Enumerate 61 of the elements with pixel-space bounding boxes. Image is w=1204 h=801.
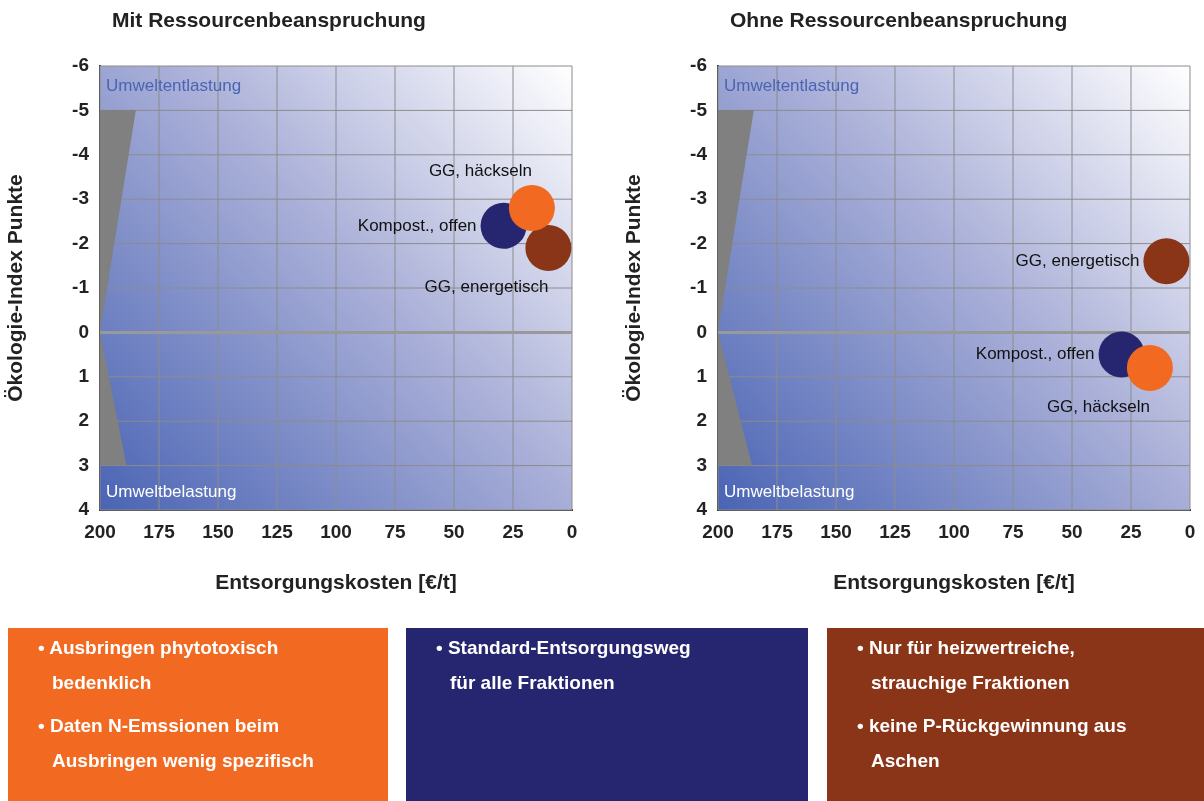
- y-tick-label: -5: [690, 98, 708, 120]
- x-tick-label: 100: [938, 520, 970, 542]
- y-tick-label: -6: [72, 54, 89, 76]
- x-tick-label: 50: [1061, 520, 1083, 542]
- text: • Ausbringen phytotoxisch bedenklich: [38, 636, 280, 695]
- y-tick-label: -4: [690, 143, 708, 165]
- annotation: Umweltentlastung: [724, 75, 860, 95]
- x-tick-label: 175: [143, 520, 176, 542]
- series-label: GG, häckseln: [428, 160, 532, 180]
- y-tick-label: 1: [78, 365, 90, 387]
- text: • keine P-Rückgewinnung aus Aschen: [857, 714, 1128, 773]
- x-tick-label: 0: [1184, 520, 1196, 542]
- series-label: GG, energetisch: [1015, 251, 1140, 271]
- y-tick-label: -1: [690, 276, 708, 298]
- y-tick-label: 2: [78, 409, 89, 431]
- x-axis-title: Entsorgungskosten [€/t]: [833, 570, 1075, 594]
- x-tick-label: 125: [879, 520, 912, 542]
- y-tick-label: -5: [72, 98, 90, 120]
- series-label: GG, häckseln: [1046, 396, 1150, 416]
- y-tick-label: 1: [696, 365, 708, 387]
- x-tick-label: 75: [1002, 520, 1024, 542]
- annotation: Umweltentlastung: [106, 75, 242, 95]
- series-label: Kompost., offen: [975, 344, 1095, 364]
- series-label: GG, energetisch: [424, 276, 549, 296]
- annotation: Umweltbelastung: [106, 481, 237, 501]
- y-tick-label: -2: [72, 231, 89, 253]
- y-tick-label: 0: [78, 320, 89, 342]
- y-tick-label: -3: [72, 187, 89, 209]
- x-tick-label: 25: [502, 520, 524, 542]
- y-axis-title: Ökologie-Index Punkte: [621, 174, 645, 402]
- chart-title: Ohne Ressourcenbeanspruchung: [730, 8, 1068, 32]
- x-tick-label: 125: [261, 520, 294, 542]
- annotation: Umweltbelastung: [724, 481, 855, 501]
- x-tick-label: 0: [566, 520, 578, 542]
- x-tick-label: 200: [702, 520, 734, 542]
- chart-title: Mit Ressourcenbeanspruchung: [112, 8, 426, 32]
- x-tick-label: 200: [84, 520, 116, 542]
- x-tick-label: 175: [761, 520, 794, 542]
- y-tick-label: 4: [78, 498, 90, 520]
- x-tick-label: 150: [202, 520, 234, 542]
- x-tick-label: 100: [320, 520, 352, 542]
- text: • Standard-Entsorgungsweg für alle Fraktionen: [436, 636, 692, 695]
- x-tick-label: 50: [443, 520, 465, 542]
- y-tick-label: -3: [690, 187, 707, 209]
- y-tick-label: -6: [690, 54, 707, 76]
- y-tick-label: -4: [72, 143, 90, 165]
- x-tick-label: 150: [820, 520, 852, 542]
- y-tick-label: 0: [696, 320, 707, 342]
- x-tick-label: 25: [1120, 520, 1142, 542]
- y-tick-label: 4: [696, 498, 708, 520]
- y-tick-label: 3: [696, 453, 707, 475]
- y-tick-label: -2: [690, 231, 707, 253]
- x-axis-title: Entsorgungskosten [€/t]: [215, 570, 457, 594]
- y-tick-label: -1: [72, 276, 90, 298]
- y-tick-label: 3: [78, 453, 89, 475]
- series-label: Kompost., offen: [357, 215, 477, 235]
- x-tick-label: 75: [384, 520, 406, 542]
- y-axis-title: Ökologie-Index Punkte: [3, 174, 27, 402]
- text: • Daten N-Emssionen beim Ausbringen wenig spezifisch: [38, 714, 315, 773]
- y-tick-label: 2: [696, 409, 707, 431]
- text: • Nur für heizwertreiche, strauchige Fraktionen: [857, 636, 1076, 695]
